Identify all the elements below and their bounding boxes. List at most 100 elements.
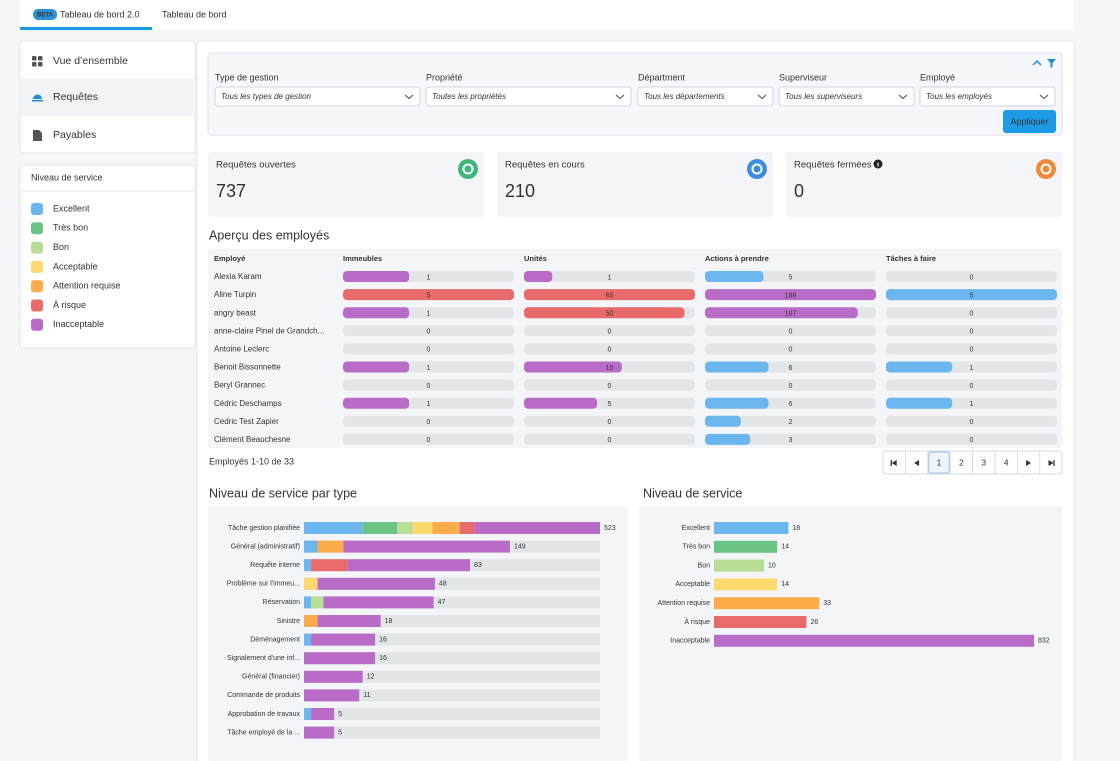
bar-value: 0 (970, 274, 974, 281)
nav-item[interactable]: Payables (53, 129, 96, 141)
employee-name: angry beast (214, 308, 257, 317)
nav-item[interactable]: Requêtes (53, 91, 98, 103)
bar (714, 540, 778, 553)
category-label: Réservation (263, 599, 300, 606)
bar-track (705, 343, 876, 355)
bar-value: 0 (970, 383, 974, 390)
column-header: Unités (524, 254, 547, 263)
filter-placeholder: Tous les départements (644, 92, 725, 101)
bar-segment (317, 577, 435, 590)
legend-label: Inacceptable (53, 319, 104, 329)
bar-segment (311, 708, 335, 720)
filter-select[interactable] (214, 86, 421, 107)
bar-value: 832 (1038, 638, 1050, 645)
category-label: Excellent (682, 525, 710, 532)
stat-icon (747, 159, 767, 179)
category-label: Attention requise (657, 600, 710, 607)
column-header: Tâches à faire (886, 254, 936, 263)
page-number[interactable]: 1 (937, 457, 942, 467)
bar-track (886, 415, 1057, 427)
page-arrow[interactable] (1026, 460, 1032, 466)
bar-value: 1 (608, 274, 612, 281)
nav-item[interactable]: Vue d’ensemble (53, 55, 128, 67)
stat-card (208, 152, 484, 217)
bar-value: 18 (792, 525, 800, 532)
bar-segment (311, 559, 348, 572)
bar-value: 1 (970, 365, 974, 372)
bar (524, 397, 598, 409)
page-arrow[interactable] (914, 460, 920, 466)
collapse-icon[interactable] (1032, 59, 1042, 66)
category-label: Déménagement (250, 636, 300, 643)
chart-title: Niveau de service par type (209, 486, 357, 500)
nav-icon (38, 56, 43, 61)
bar-segment (412, 522, 433, 534)
filter-select[interactable] (778, 86, 915, 107)
bar-track (343, 433, 514, 445)
category-label: Sinistre (277, 618, 300, 625)
filter-select[interactable] (919, 86, 1056, 107)
bar (714, 597, 820, 610)
page-arrow[interactable] (891, 460, 897, 466)
category-label: Problème sur l'immeu... (227, 581, 300, 588)
category-label: Très bon (683, 544, 710, 551)
bar (705, 415, 741, 427)
bar-track (886, 271, 1057, 282)
legend-label: Attention requise (53, 281, 121, 291)
column-header: Actions à prendre (705, 254, 769, 263)
nav-icon (33, 130, 42, 141)
total-label: 523 (604, 525, 616, 532)
filter-select[interactable] (425, 86, 632, 107)
legend-swatch (31, 280, 43, 293)
info-icon-mark (877, 162, 879, 167)
bar-segment (304, 559, 312, 572)
bar-value: 0 (427, 437, 431, 444)
apply-button[interactable] (1003, 110, 1056, 133)
bar (524, 271, 553, 282)
bar-track (524, 379, 695, 391)
page-number[interactable]: 2 (959, 457, 964, 467)
bar-value: 0 (427, 329, 431, 336)
bar-track (886, 433, 1057, 445)
stat-icon-inner (462, 163, 474, 175)
apply-label[interactable]: Appliquer (1010, 116, 1048, 126)
legend-swatch (31, 203, 43, 215)
employee-name: anne-claire Pinel de Grandch... (214, 326, 324, 335)
bar-value: 14 (781, 581, 789, 588)
section-title: Aperçu des employés (209, 228, 329, 242)
employee-name: Benoit Bissonnette (214, 363, 281, 372)
category-label: Général (administratif) (231, 543, 300, 550)
stat-label: Requêtes fermées (794, 160, 872, 171)
total-label: 48 (439, 581, 447, 588)
bar (524, 361, 622, 373)
legend-swatch (31, 318, 43, 331)
filter-placeholder: Tous les employés (926, 92, 992, 101)
page-arrow[interactable] (1048, 460, 1054, 466)
bar-segment (304, 522, 363, 534)
bar-track (304, 652, 600, 665)
bar (714, 559, 765, 572)
bar-segment (397, 522, 413, 534)
category-label: Requête interne (250, 562, 300, 569)
employee-name: Antoine Leclerc (214, 345, 269, 354)
bar (714, 578, 778, 591)
legend-swatch (31, 222, 43, 235)
filter-panel (207, 52, 1063, 136)
category-label: Tâche employé de la ... (227, 729, 300, 736)
tab[interactable]: Tableau de bord 2.0 (60, 9, 140, 19)
nav-icon (32, 94, 43, 102)
category-label: Bon (698, 562, 711, 569)
bar (705, 361, 769, 373)
filter-select[interactable] (637, 86, 774, 107)
bar-track (343, 379, 514, 391)
tab[interactable]: Tableau de bord (162, 9, 227, 19)
tab-underline (20, 27, 152, 30)
bar (705, 433, 751, 445)
legend-card (19, 164, 196, 349)
page-number[interactable]: 3 (981, 457, 986, 467)
page-number[interactable]: 4 (1004, 457, 1009, 467)
filter-icon[interactable] (1047, 59, 1056, 68)
bar-track (304, 708, 600, 720)
page-arrow-bar (1053, 460, 1055, 466)
filter-label: Superviseur (779, 72, 827, 82)
